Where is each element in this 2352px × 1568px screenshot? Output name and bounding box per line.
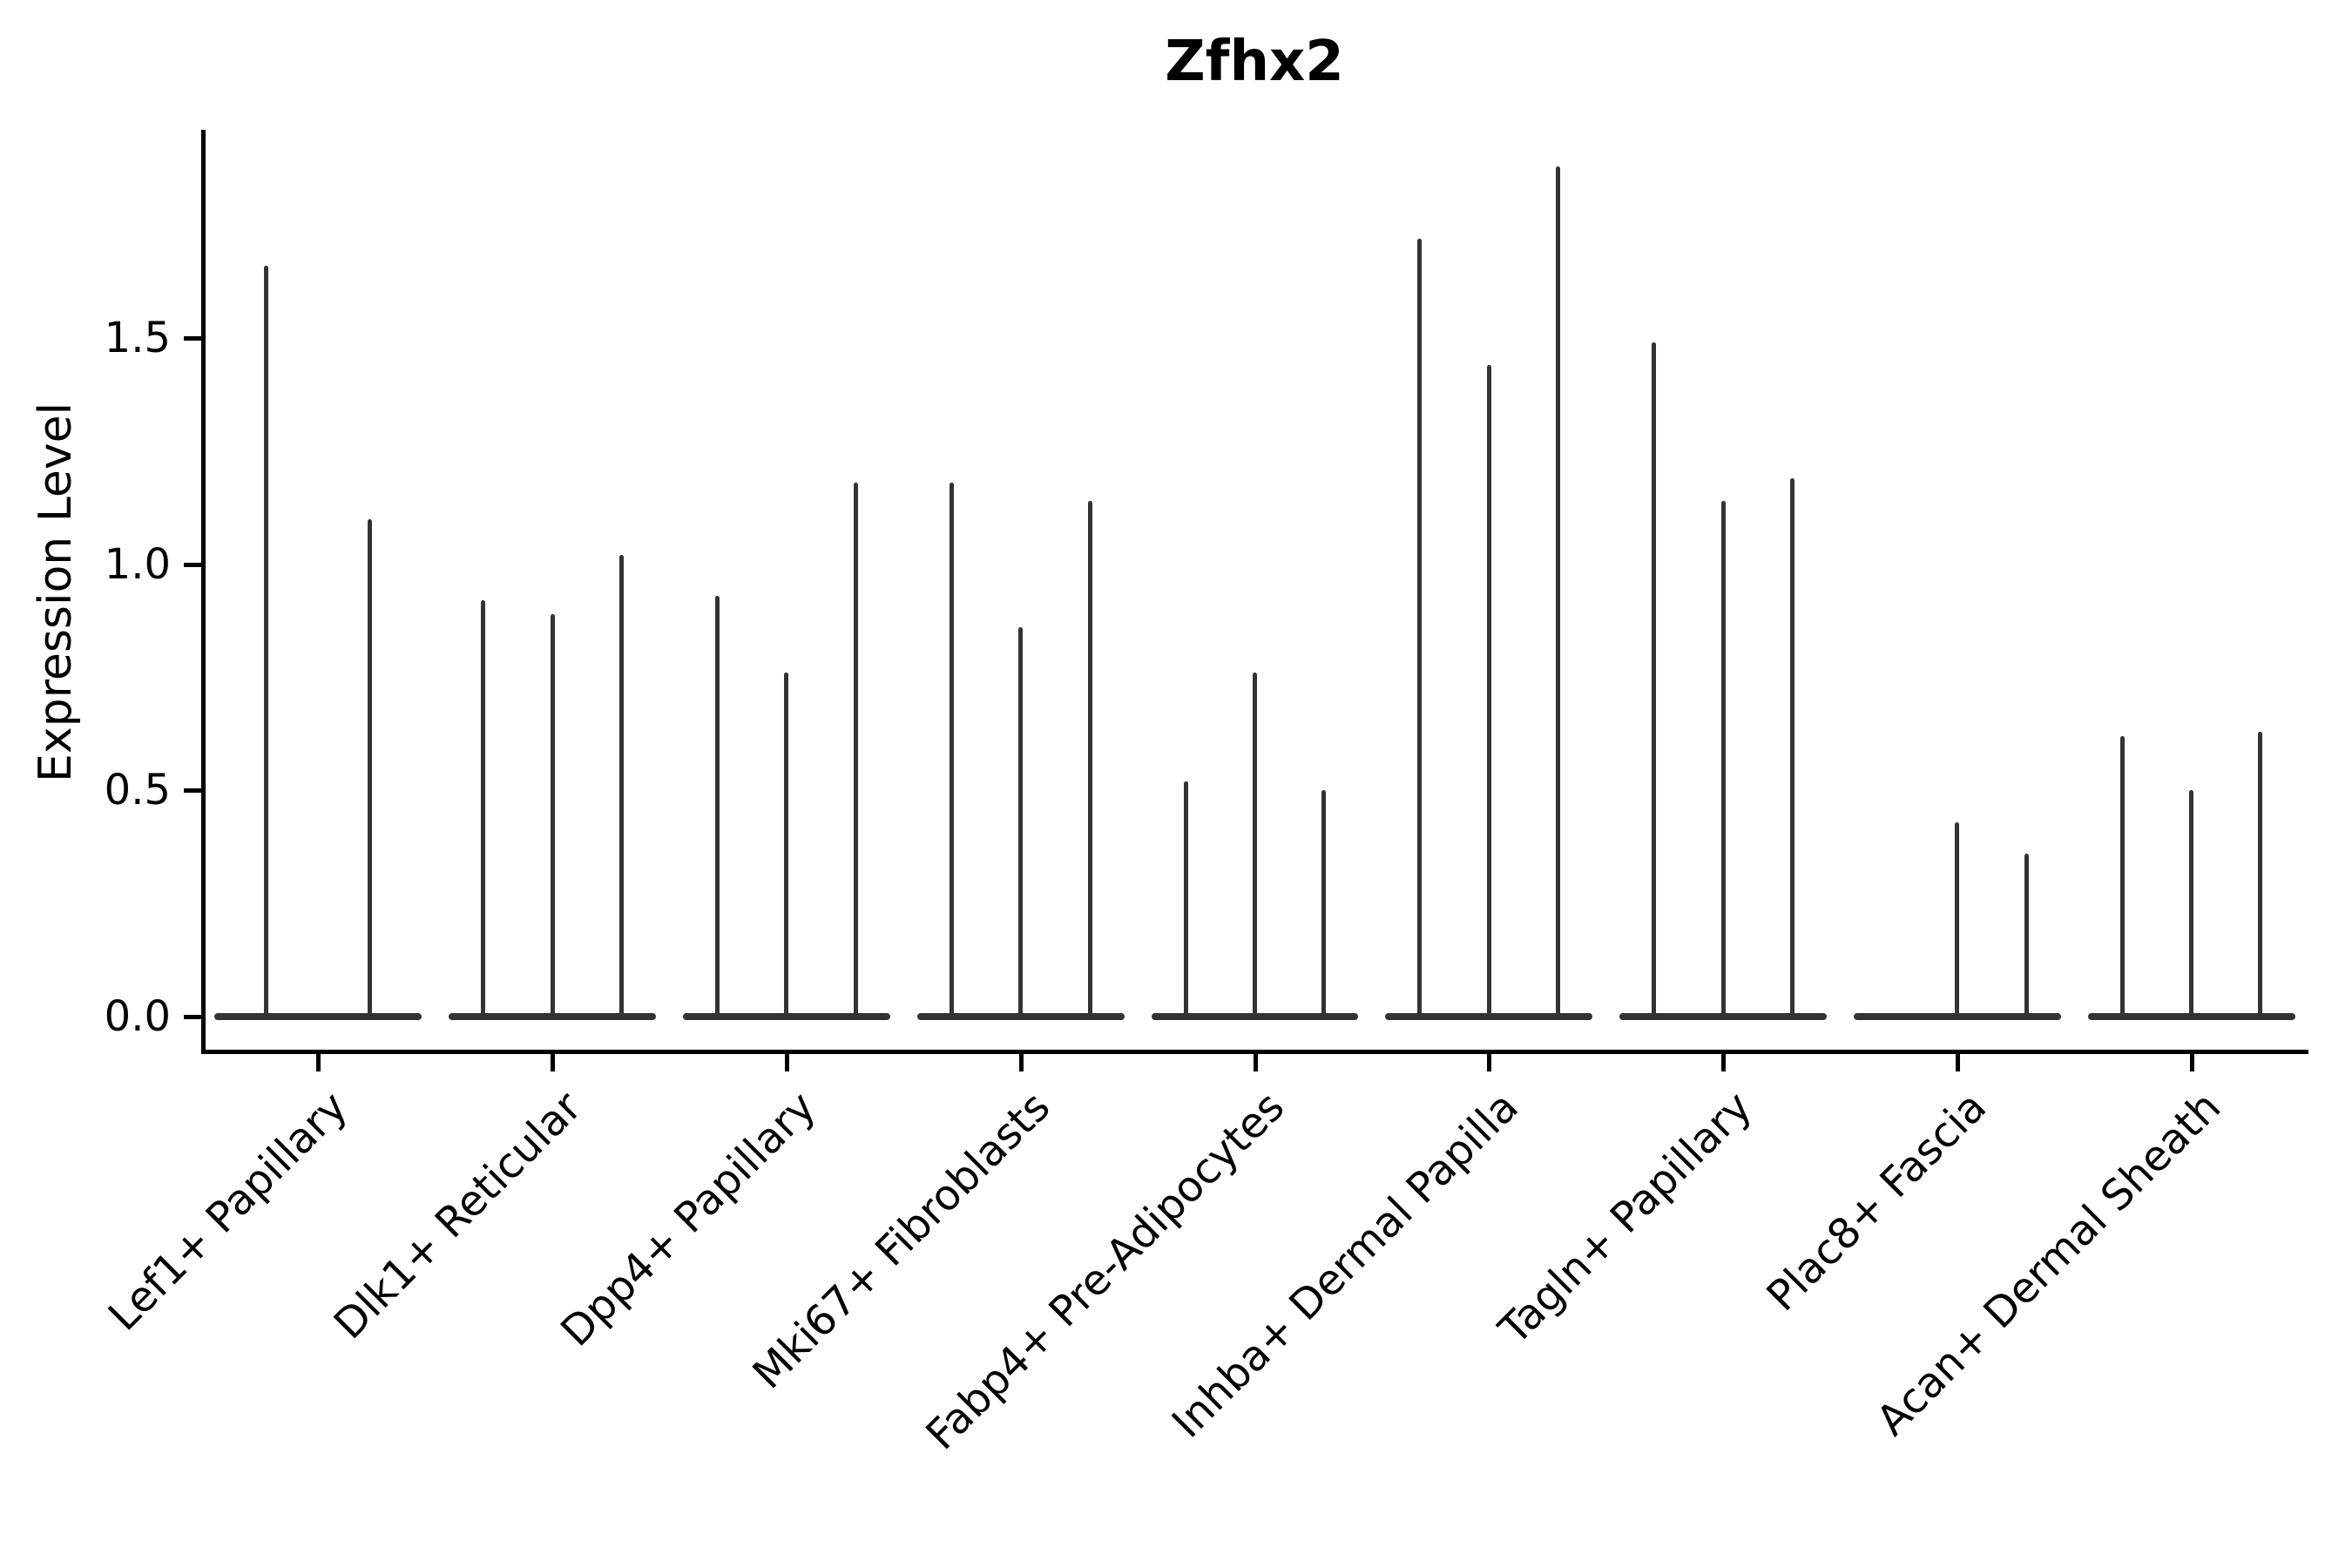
x-tick-mark [1955,1054,1960,1071]
x-axis-label: Dlk1+ Reticular [324,1082,591,1349]
violin-spike [1321,790,1327,1017]
violin-spike [1486,365,1491,1017]
y-tick-mark [184,335,201,341]
y-tick-label: 1.5 [104,313,171,362]
violin-spike [1556,166,1561,1017]
violin-spike [2189,790,2194,1017]
violin-spike [715,595,720,1017]
x-tick-mark [551,1054,556,1071]
violin-baseline [683,1013,890,1020]
violin-spike [1417,238,1423,1017]
violin-baseline [2087,1013,2295,1020]
x-axis-label: Plac8+ Fascia [1757,1082,1997,1321]
y-axis-spine [201,130,206,1054]
violin-spike [949,483,954,1017]
violin-spike [1789,477,1794,1017]
x-axis-label: Dpp4+ Papillary [551,1082,826,1356]
violin-baseline [1385,1013,1593,1020]
chart-title: Zfhx2 [1165,30,1344,94]
violin-spike [1183,781,1188,1017]
violin-spike [618,555,624,1017]
violin-spike [1018,627,1024,1017]
violin-baseline [449,1013,657,1020]
violin-spike [853,483,858,1017]
y-tick-label: 0.5 [104,766,171,815]
y-tick-label: 0.0 [104,992,171,1041]
x-tick-mark [1487,1054,1492,1071]
violin-spike [550,613,555,1017]
x-axis-spine [201,1050,2308,1054]
y-axis-label: Expression Level [30,402,82,783]
y-tick-mark [184,1015,201,1019]
violin-spike [1720,500,1726,1017]
x-tick-mark [1721,1054,1727,1071]
plot-area: 0.0 0.5 1.0 1.5 Lef1+ Papillary Dlk1+ Reticul… [99,130,2308,1459]
violin-spike [264,265,269,1017]
x-tick-mark [1253,1054,1258,1071]
violin-spike [784,672,789,1017]
x-axis-label: Lef1+ Papillary [98,1082,357,1341]
violin-spike [481,600,486,1017]
y-tick-label: 1.0 [104,539,171,589]
x-tick-mark [2189,1054,2194,1071]
violin-spike [2119,735,2125,1017]
violin-spike [368,518,373,1017]
violin-spike [1955,821,1960,1017]
y-tick-mark [184,562,201,567]
x-tick-mark [784,1054,789,1071]
violin-baseline [1151,1013,1359,1020]
violin-spike [2258,731,2263,1017]
x-tick-mark [316,1054,321,1071]
violin-baseline [1853,1013,2061,1020]
x-tick-mark [1018,1054,1024,1071]
violin-spike [1652,342,1657,1017]
violin-baseline [1619,1013,1827,1020]
y-tick-mark [184,788,201,794]
violin-baseline [214,1013,422,1020]
x-axis-label: Tagln+ Papillary [1490,1082,1762,1355]
violin-spike [1087,500,1092,1017]
violin-spike [2024,854,2029,1017]
violin-baseline [916,1013,1125,1020]
violin-spike [1253,672,1257,1017]
